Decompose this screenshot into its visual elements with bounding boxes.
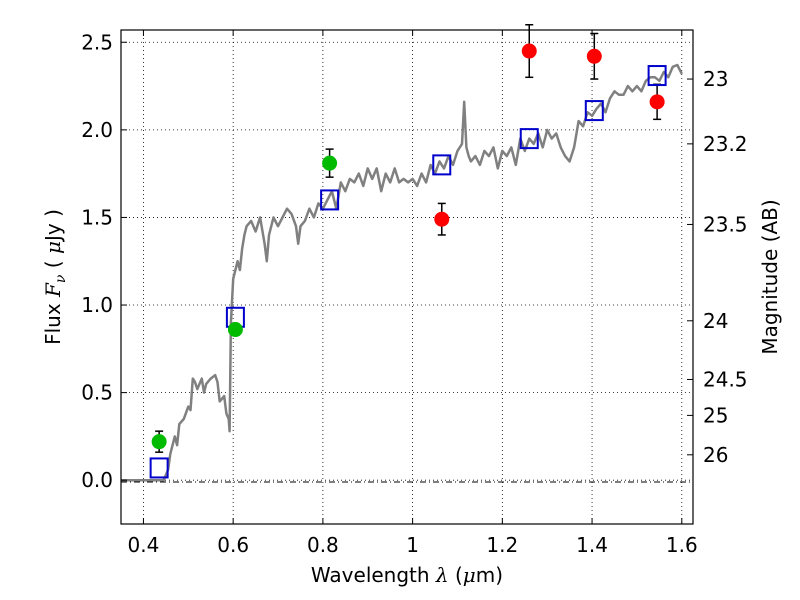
x-tick-label: 1.2 bbox=[486, 533, 518, 557]
y2-tick-label: 23.2 bbox=[703, 132, 748, 156]
y2-tick-label: 24.5 bbox=[703, 367, 748, 391]
y-tick-label: 0.5 bbox=[81, 381, 113, 405]
optical-point bbox=[322, 155, 338, 171]
y-tick-label: 1.5 bbox=[81, 205, 113, 229]
spectrum-line bbox=[121, 63, 683, 482]
ticks-layer: 0.4 0.6 0.8 1 1.2 1.4 1.6 0.0 0.5 1.0 1.5 2.0 2.5 23 2… bbox=[81, 30, 748, 557]
y-axis-title: Flux Fν ( μJy ) bbox=[41, 209, 69, 345]
y2-tick-label: 24 bbox=[703, 309, 728, 333]
x-tick-label: 0.8 bbox=[307, 533, 339, 557]
model-square bbox=[320, 189, 340, 211]
y2-tick-label: 23.5 bbox=[703, 212, 748, 236]
y-tick-label: 1.0 bbox=[81, 293, 113, 317]
model-square bbox=[432, 154, 452, 176]
model-square bbox=[149, 457, 169, 479]
x-axis-title: Wavelength λ (μm) bbox=[311, 563, 503, 587]
y2-axis-title: Magnitude (AB) bbox=[758, 199, 782, 354]
grid bbox=[121, 30, 693, 524]
nir-point bbox=[521, 43, 537, 59]
model-square bbox=[519, 128, 539, 150]
y2-tick-label: 25 bbox=[703, 403, 728, 427]
x-tick-label: 1.4 bbox=[576, 533, 608, 557]
y2-tick-label: 26 bbox=[703, 443, 728, 467]
model-square bbox=[647, 65, 667, 87]
y-tick-label: 2.0 bbox=[81, 118, 113, 142]
y-tick-label: 2.5 bbox=[81, 30, 113, 54]
nir-point bbox=[434, 211, 450, 227]
nir-point bbox=[586, 48, 602, 64]
model-square bbox=[584, 100, 604, 122]
points-layer bbox=[149, 23, 667, 479]
optical-point bbox=[151, 434, 167, 450]
optical-point bbox=[227, 322, 243, 338]
x-tick-label: 1.6 bbox=[666, 533, 698, 557]
y2-tick-label: 23 bbox=[703, 67, 728, 91]
x-tick-label: 1 bbox=[406, 533, 419, 557]
nir-point bbox=[649, 94, 665, 110]
y-tick-label: 0.0 bbox=[81, 468, 113, 492]
spectrum-layer bbox=[121, 63, 683, 482]
plot-frame bbox=[120, 29, 694, 525]
x-tick-label: 0.4 bbox=[128, 533, 160, 557]
x-tick-label: 0.6 bbox=[217, 533, 249, 557]
